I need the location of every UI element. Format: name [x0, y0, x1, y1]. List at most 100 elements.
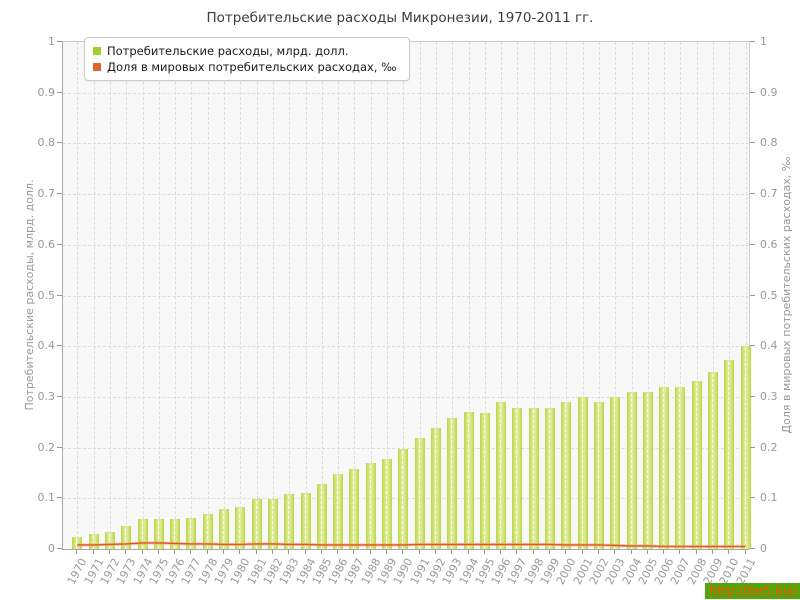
right-y-tickmark-0.7 — [750, 193, 755, 195]
y-tick-label-left-0.6: 0.6 — [37, 237, 56, 251]
x-tickmark-1973 — [125, 549, 127, 554]
right-y-tickmark-0 — [750, 548, 755, 549]
y-tick-label-left-0.1: 0.1 — [37, 491, 56, 505]
y-tick-label-left-0.4: 0.4 — [37, 339, 56, 353]
bar-2011 — [740, 346, 751, 549]
x-tickmark-1975 — [157, 549, 159, 554]
right-y-tickmark-0.9 — [750, 91, 755, 93]
chart-title: Потребительские расходы Микронезии, 1970… — [206, 10, 594, 26]
x-tickmark-1993 — [451, 549, 453, 554]
bar-2010 — [724, 360, 735, 549]
bar-1973 — [121, 525, 132, 550]
x-tickmark-1970 — [76, 549, 78, 554]
right-y-tickmark-0.2 — [750, 446, 755, 448]
y-tick-label-left-0.9: 0.9 — [37, 85, 56, 99]
x-tickmark-2007 — [679, 549, 681, 554]
bar-1986 — [333, 473, 344, 550]
horizontal-gridline-0.3 — [63, 396, 749, 398]
x-tickmark-2003 — [614, 549, 616, 554]
legend-item-line: Доля в мировых потребительских расходах,… — [93, 59, 397, 75]
y-tick-label-right-0.8: 0.8 — [760, 136, 778, 150]
right-y-tickmark-1 — [750, 41, 755, 42]
horizontal-gridline-0.6 — [63, 244, 749, 246]
horizontal-gridline-0.8 — [63, 143, 749, 145]
y-tick-label-left-0: 0 — [48, 542, 55, 555]
bar-2006 — [659, 386, 670, 550]
left-y-tickmark-0.2 — [57, 446, 62, 448]
y-tick-label-right-0: 0 — [760, 542, 767, 555]
watermark-link[interactable]: http://be5.biz/ — [704, 583, 800, 599]
x-tickmark-1979 — [223, 549, 224, 554]
bar-1974 — [137, 519, 148, 549]
y-tick-label-left-0.8: 0.8 — [37, 136, 56, 150]
x-tickmark-1986 — [337, 549, 339, 554]
y-tick-label-left-1: 1 — [48, 35, 55, 48]
bar-1985 — [316, 483, 327, 550]
bar-1975 — [153, 519, 164, 549]
y-tick-label-right-0.4: 0.4 — [760, 339, 778, 353]
x-tickmark-1971 — [92, 549, 94, 554]
x-tickmark-2009 — [712, 549, 713, 554]
x-tickmark-1978 — [206, 549, 208, 554]
x-tickmark-1985 — [320, 549, 322, 554]
x-tickmark-1988 — [369, 549, 371, 554]
left-y-tickmark-0.8 — [57, 142, 62, 144]
horizontal-gridline-0.2 — [63, 447, 749, 449]
x-tickmark-1976 — [174, 549, 176, 554]
bar-2003 — [610, 397, 621, 549]
left-y-tickmark-0.6 — [57, 243, 62, 245]
bar-1984 — [300, 493, 311, 549]
x-tickmark-2005 — [646, 549, 648, 554]
bar-1972 — [104, 531, 115, 550]
horizontal-gridline-0.7 — [63, 194, 749, 196]
bar-2008 — [691, 380, 702, 550]
legend-swatch-line-icon — [93, 63, 101, 71]
y-tick-label-left-0.3: 0.3 — [37, 389, 56, 403]
right-y-tickmark-0.5 — [750, 294, 755, 296]
legend-label-line: Доля в мировых потребительских расходах,… — [107, 60, 397, 74]
right-y-tickmark-0.6 — [750, 243, 755, 245]
legend-label-bars: Потребительские расходы, млрд. долл. — [107, 44, 349, 58]
bar-2007 — [675, 386, 686, 550]
bar-1993 — [447, 418, 458, 549]
y-tick-label-right-0.7: 0.7 — [760, 187, 778, 201]
x-tickmark-1974 — [141, 549, 143, 554]
left-y-tickmark-0.9 — [57, 91, 62, 93]
y-tick-label-right-0.9: 0.9 — [760, 85, 778, 99]
x-tickmark-1972 — [108, 549, 110, 554]
bar-1988 — [365, 462, 376, 550]
left-y-tickmark-1 — [57, 41, 62, 42]
x-tickmark-1981 — [255, 549, 257, 554]
x-tickmark-1989 — [386, 549, 387, 554]
bar-1979 — [219, 509, 229, 549]
bar-1999 — [545, 407, 555, 550]
bar-1978 — [202, 514, 213, 549]
legend-swatch-bars-icon — [93, 47, 101, 55]
bar-2002 — [593, 402, 604, 549]
x-tickmark-2002 — [597, 549, 599, 554]
x-tickmark-2000 — [565, 549, 567, 554]
x-tickmark-1987 — [353, 549, 355, 554]
bar-1991 — [414, 437, 425, 550]
horizontal-gridline-0.9 — [63, 92, 749, 94]
left-y-tickmark-0.1 — [57, 497, 62, 499]
bar-1989 — [382, 458, 392, 550]
x-tickmark-1998 — [532, 549, 534, 554]
x-tickmark-2001 — [581, 549, 583, 554]
y-tick-label-left-0.5: 0.5 — [37, 288, 56, 302]
x-tickmark-1984 — [304, 549, 306, 554]
left-y-tickmark-0 — [57, 548, 62, 549]
y-tick-label-left-0.2: 0.2 — [37, 440, 56, 454]
y-tick-label-right-0.2: 0.2 — [760, 440, 778, 454]
x-tickmark-1999 — [549, 549, 550, 554]
x-tickmark-2006 — [663, 549, 665, 554]
x-tickmark-2011 — [744, 549, 746, 554]
horizontal-gridline-0.4 — [63, 346, 749, 348]
legend: Потребительские расходы, млрд. долл. Дол… — [84, 37, 410, 81]
x-tickmark-2004 — [630, 549, 632, 554]
bar-1977 — [186, 518, 197, 549]
bar-2000 — [561, 401, 572, 550]
y-tick-label-right-0.5: 0.5 — [760, 288, 778, 302]
y-tick-label-right-0.3: 0.3 — [760, 389, 778, 403]
bar-1981 — [251, 498, 262, 550]
